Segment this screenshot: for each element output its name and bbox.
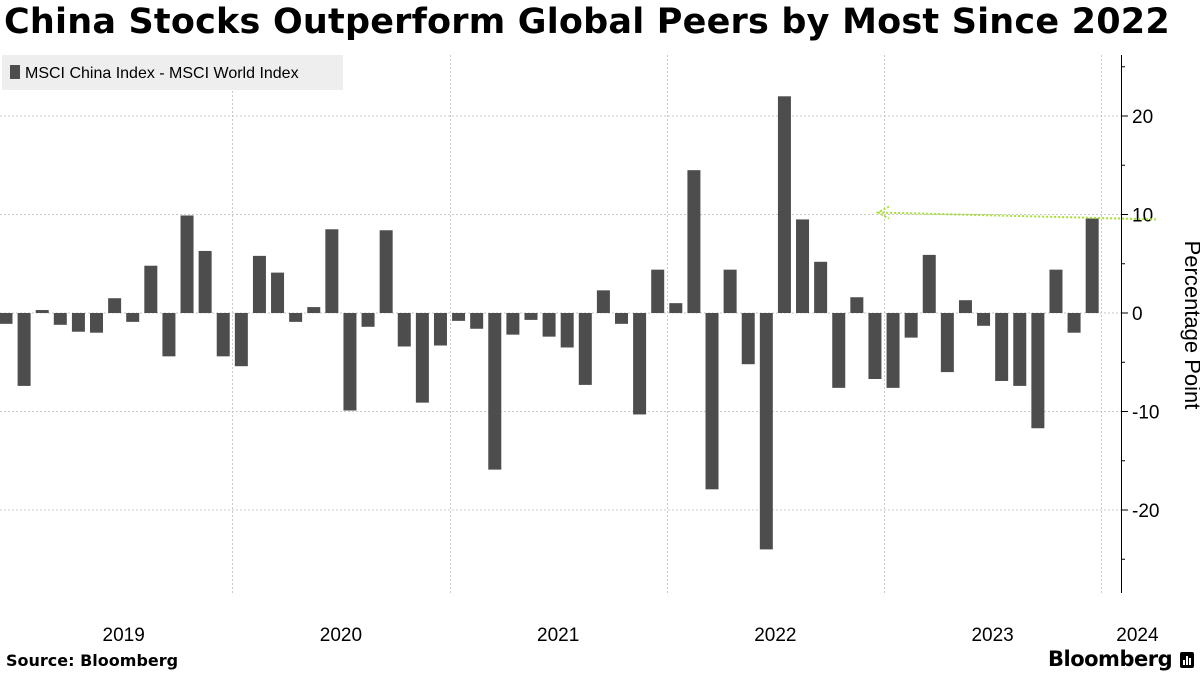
axes: 20 10 0 -10 -20 2019 2020 2021 2022 2023 2024 — [103, 55, 1159, 646]
bar — [542, 313, 556, 337]
source-note: Source: Bloomberg — [6, 651, 179, 670]
x-tick-label: 2020 — [320, 625, 362, 646]
bar — [361, 313, 375, 327]
bar — [832, 313, 846, 388]
bar — [180, 215, 194, 313]
y-axis-title: Percentage Point — [1180, 241, 1200, 410]
bar — [415, 313, 429, 403]
bar — [17, 313, 31, 386]
annotation — [875, 205, 1157, 221]
bar — [0, 313, 13, 324]
bar — [777, 96, 791, 313]
bar — [904, 313, 918, 338]
y-tick-label: -10 — [1132, 403, 1159, 424]
bloomberg-terminal-icon — [1180, 652, 1194, 668]
bar — [53, 313, 67, 325]
bar — [252, 255, 266, 313]
bar — [995, 313, 1009, 381]
chart-title: China Stocks Outperform Global Peers by … — [4, 2, 1170, 42]
bar — [759, 313, 773, 550]
bar — [1049, 269, 1063, 313]
x-tick-label: 2019 — [103, 625, 145, 646]
bar — [307, 307, 321, 313]
bar — [615, 313, 629, 324]
bar — [397, 313, 411, 347]
bar — [452, 313, 466, 321]
x-tick-label: 2021 — [537, 625, 579, 646]
annotation-arrow-line — [878, 211, 1157, 221]
bar — [234, 313, 248, 367]
bar — [271, 272, 285, 313]
bar — [325, 229, 339, 313]
annotation-arrow-head — [875, 205, 890, 220]
bar — [796, 219, 810, 313]
bar — [977, 313, 991, 326]
y-tick-label: -20 — [1132, 501, 1159, 522]
bar — [1031, 313, 1045, 429]
bloomberg-logo: Bloomberg — [1048, 647, 1173, 671]
bar — [1013, 313, 1027, 386]
legend: MSCI China Index - MSCI World Index — [2, 55, 343, 90]
bar — [379, 230, 393, 313]
bar — [741, 313, 755, 365]
y-tick-label: 20 — [1132, 107, 1153, 128]
legend-label: MSCI China Index - MSCI World Index — [25, 65, 299, 82]
y-tick-label: 10 — [1132, 206, 1153, 227]
bar — [216, 313, 230, 357]
bar — [506, 313, 520, 335]
x-tick-label: 2023 — [971, 625, 1013, 646]
bars — [0, 96, 1099, 550]
bar — [470, 313, 484, 329]
bar — [343, 313, 357, 411]
bar — [633, 313, 647, 415]
bar — [108, 298, 122, 313]
bar — [578, 313, 592, 385]
bar — [687, 170, 701, 313]
bar — [850, 297, 864, 313]
bar — [886, 313, 900, 388]
bar — [560, 313, 574, 348]
bar — [35, 310, 49, 313]
gridlines — [0, 55, 1121, 593]
bar — [433, 313, 447, 346]
bar — [669, 303, 683, 313]
bar — [958, 300, 972, 313]
bar — [524, 313, 538, 320]
bar — [868, 313, 882, 379]
x-tick-label: 2022 — [754, 625, 796, 646]
bar — [144, 265, 158, 313]
bar — [723, 269, 737, 313]
bar — [940, 313, 954, 373]
bar — [922, 254, 936, 313]
bar — [90, 313, 104, 333]
bar — [162, 313, 176, 357]
bar — [198, 250, 212, 313]
legend-background — [2, 55, 343, 90]
bar — [126, 313, 140, 322]
bar — [289, 313, 303, 322]
x-tick-label: 2024 — [1116, 625, 1159, 646]
bar — [488, 313, 502, 470]
legend-swatch — [10, 65, 20, 79]
y-tick-label: 0 — [1132, 304, 1143, 325]
bar — [1067, 313, 1081, 333]
bar — [651, 269, 665, 313]
bar — [705, 313, 719, 490]
bar — [596, 290, 610, 313]
bar — [814, 261, 828, 313]
bar — [71, 313, 85, 332]
bar — [1085, 218, 1099, 313]
